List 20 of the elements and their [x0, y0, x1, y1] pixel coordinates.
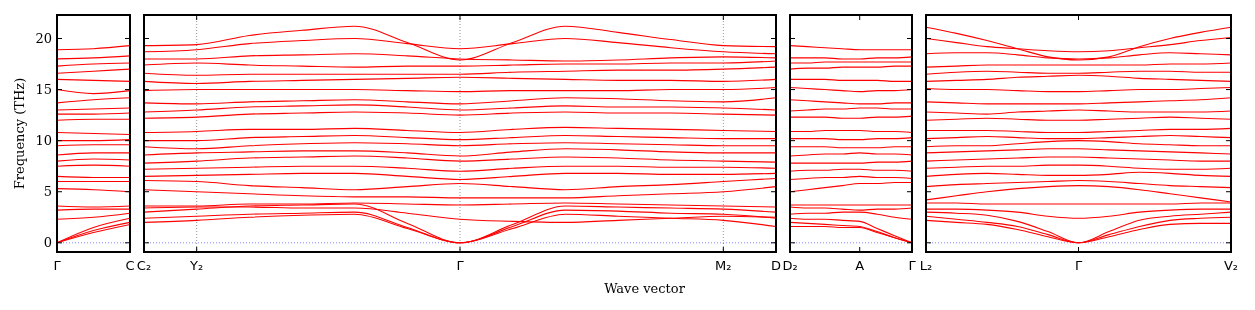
- x-tick-label: Γ: [1074, 258, 1083, 273]
- y-tick-label: 20: [35, 31, 52, 47]
- x-tick-label: Y₂: [189, 258, 204, 273]
- x-tick-label: D₂: [782, 258, 798, 273]
- x-tick-label: L₂: [919, 258, 933, 273]
- y-tick-label: 0: [43, 235, 52, 251]
- x-tick-label: Γ: [456, 258, 465, 273]
- y-tick-label: 15: [35, 82, 52, 98]
- x-tick-label: Γ: [908, 258, 917, 273]
- x-tick-label: Γ: [53, 258, 62, 273]
- x-axis-title: Wave vector: [604, 281, 686, 296]
- x-tick-label: D: [770, 258, 782, 273]
- x-tick-label: V₂: [1223, 258, 1239, 273]
- y-tick-label: 10: [35, 133, 52, 149]
- y-tick-label: 5: [43, 184, 52, 200]
- x-tick-label: A: [855, 258, 865, 273]
- x-tick-label: C₂: [136, 258, 152, 273]
- x-tick-label: M₂: [715, 258, 732, 273]
- y-axis-title: Frequency (THz): [12, 77, 27, 190]
- x-tick-label: C: [125, 258, 135, 273]
